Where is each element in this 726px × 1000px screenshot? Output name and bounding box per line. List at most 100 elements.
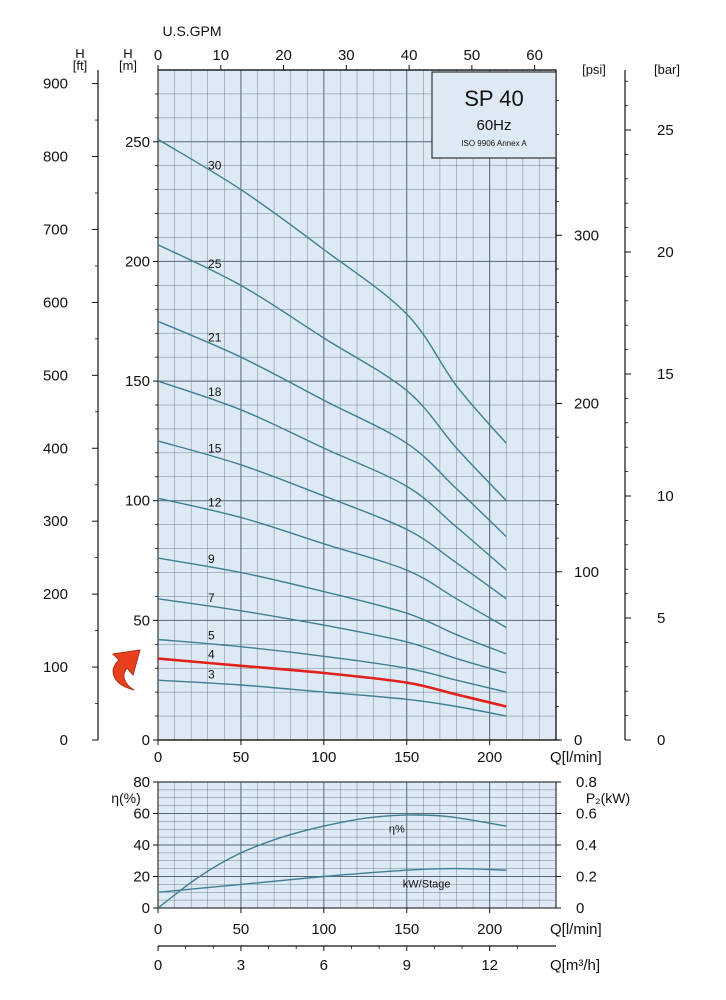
m3h-tick-label-3: 3 (237, 957, 245, 974)
eta-tick-label-20: 20 (133, 869, 150, 886)
m3h-axis-label: Q[m³/h] (550, 957, 600, 974)
ft-tick-label-300: 300 (43, 513, 68, 530)
m-axis-label-line-0: H (123, 46, 132, 61)
bar-tick-label-15: 15 (657, 366, 674, 383)
info-box: SP 40 60Hz ISO 9906 Annex A (431, 71, 557, 159)
x-axis-label: Q[l/min] (550, 749, 602, 766)
curve-label-kw-stage: kW/Stage (403, 879, 451, 891)
efficiency-curves: η% kW/Stage (157, 814, 507, 909)
ft-tick-label-500: 500 (43, 367, 68, 384)
curve-stages-15 (157, 440, 507, 600)
m-tick-label-150: 150 (125, 373, 150, 390)
curve-stages-21 (157, 320, 507, 538)
m3h-tick-label-6: 6 (320, 957, 328, 974)
info-box-frequency: 60Hz (476, 117, 511, 134)
info-box-frame (431, 71, 557, 159)
curve-label-9: 9 (208, 552, 215, 566)
head-plot-axes: 0 50 100 150 200 Q[l/min]0 10 20 30 40 50 60U.S.GPM… (43, 23, 680, 766)
bar-axis-label: [bar] (654, 62, 680, 77)
head-curves (157, 138, 507, 717)
ft-tick-label-600: 600 (43, 294, 68, 311)
curve-label-21: 21 (208, 330, 222, 344)
x-tick-label-100: 100 (311, 749, 336, 766)
ft-axis-label-line-1: [ft] (73, 58, 87, 73)
eta-tick-label-80: 80 (133, 774, 150, 791)
curve-efficiency (157, 814, 507, 909)
kw-tick-label-0: 0 (576, 900, 584, 917)
low-x-tick-label-100: 100 (311, 921, 336, 938)
gpm-tick-label-0: 0 (154, 47, 162, 64)
x-tick-label-200: 200 (477, 749, 502, 766)
eta-tick-label-40: 40 (133, 837, 150, 854)
gpm-tick-label-30: 30 (338, 47, 355, 64)
curve-stages-4 (157, 657, 507, 708)
bar-tick-label-10: 10 (657, 488, 674, 505)
ft-tick-label-400: 400 (43, 440, 68, 457)
low-x-tick-label-150: 150 (394, 921, 419, 938)
curve-stages-9 (157, 557, 507, 655)
ft-tick-label-900: 900 (43, 76, 68, 93)
bar-tick-label-5: 5 (657, 610, 665, 627)
curve-label-3: 3 (208, 668, 215, 682)
curve-label-5: 5 (208, 629, 215, 643)
curve-stages-18 (157, 380, 507, 571)
curve-label-efficiency: η% (389, 823, 405, 835)
ft-tick-label-0: 0 (60, 732, 68, 749)
curve-label-7: 7 (208, 591, 215, 605)
bar-tick-label-0: 0 (657, 732, 665, 749)
curve-label-15: 15 (208, 442, 222, 456)
curve-label-12: 12 (208, 496, 222, 510)
ft-tick-label-200: 200 (43, 586, 68, 603)
bar-tick-label-20: 20 (657, 244, 674, 261)
curve-kw-stage (157, 867, 507, 893)
m3h-tick-label-9: 9 (403, 957, 411, 974)
m-tick-label-200: 200 (125, 253, 150, 270)
low-x-tick-label-50: 50 (233, 921, 250, 938)
eta-axis-label: η(%) (111, 790, 141, 806)
kw-tick-label-0.4: 0.4 (576, 837, 597, 854)
m-tick-label-100: 100 (125, 493, 150, 510)
curve-stages-30 (157, 138, 507, 444)
bar-tick-label-25: 25 (657, 122, 674, 139)
m-tick-label-50: 50 (133, 612, 150, 629)
curve-stages-12 (157, 497, 507, 629)
low-x-tick-label-200: 200 (477, 921, 502, 938)
m3h-tick-label-0: 0 (154, 957, 162, 974)
info-box-standard: ISO 9906 Annex A (461, 139, 527, 148)
ft-tick-label-800: 800 (43, 149, 68, 166)
curve-label-25: 25 (208, 257, 222, 271)
eta-tick-label-0: 0 (142, 900, 150, 917)
gpm-tick-label-10: 10 (212, 47, 229, 64)
m-tick-label-250: 250 (125, 134, 150, 151)
curve-label-4: 4 (208, 648, 215, 662)
psi-tick-label-300: 300 (574, 227, 599, 244)
x-tick-label-0: 0 (154, 749, 162, 766)
curve-stages-3 (157, 679, 507, 717)
psi-tick-label-0: 0 (574, 732, 582, 749)
x-tick-label-150: 150 (394, 749, 419, 766)
m-axis-label-line-1: [m] (119, 58, 137, 73)
head-curve-labels: 30 25 21 18 15 12 9 7 5 4 3 (208, 159, 222, 682)
curve-stages-25 (157, 244, 507, 502)
gpm-tick-label-40: 40 (401, 47, 418, 64)
kw-tick-label-0.6: 0.6 (576, 806, 597, 823)
psi-axis-label: [psi] (582, 62, 606, 77)
curve-stages-5 (157, 638, 507, 693)
gpm-tick-label-20: 20 (275, 47, 292, 64)
kw-axis-label: P₂(kW) (586, 790, 630, 806)
curve-label-30: 30 (208, 159, 222, 173)
low-x-tick-label-0: 0 (154, 921, 162, 938)
gpm-tick-label-60: 60 (526, 47, 543, 64)
kw-tick-label-0.8: 0.8 (576, 774, 597, 791)
curved-arrow-icon (111, 649, 141, 691)
gpm-tick-label-50: 50 (464, 47, 481, 64)
gpm-axis-label: U.S.GPM (162, 23, 221, 39)
info-box-model: SP 40 (464, 86, 524, 111)
low-x-axis-label: Q[l/min] (550, 921, 602, 938)
psi-tick-label-200: 200 (574, 396, 599, 413)
curve-stages-7 (157, 598, 507, 674)
ft-tick-label-700: 700 (43, 221, 68, 238)
curve-label-18: 18 (208, 385, 222, 399)
